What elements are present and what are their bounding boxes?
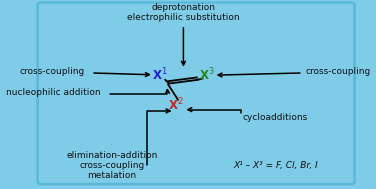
Text: elimination-addition
cross-coupling
metalation: elimination-addition cross-coupling meta… (66, 151, 158, 180)
Text: cross-coupling: cross-coupling (20, 67, 85, 76)
Text: X$^3$: X$^3$ (199, 67, 215, 84)
Text: X¹ – X³ = F, Cl, Br, I: X¹ – X³ = F, Cl, Br, I (233, 161, 318, 170)
Text: cycloadditions: cycloadditions (242, 113, 308, 122)
Text: nucleophilic addition: nucleophilic addition (6, 88, 101, 97)
Text: deprotonation
electrophilic substitution: deprotonation electrophilic substitution (127, 3, 240, 22)
Text: X$^2$: X$^2$ (168, 97, 183, 113)
FancyBboxPatch shape (38, 3, 355, 184)
Text: X$^1$: X$^1$ (152, 67, 167, 84)
Text: cross-coupling: cross-coupling (306, 67, 371, 76)
